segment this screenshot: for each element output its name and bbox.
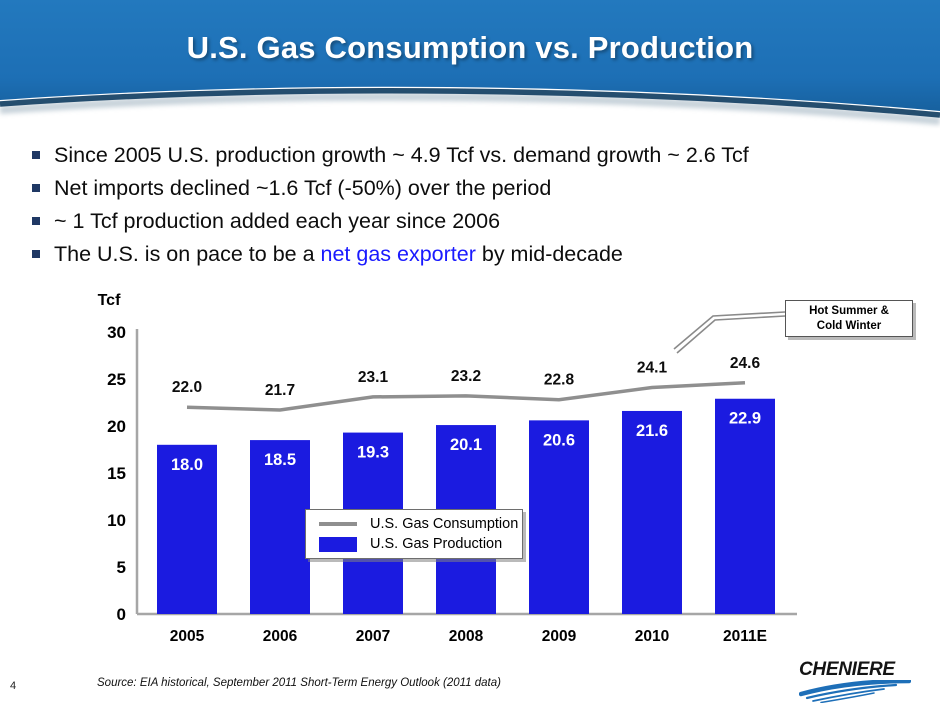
- legend-consumption-label: U.S. Gas Consumption: [370, 516, 519, 532]
- bar-value-label: 20.6: [543, 431, 575, 449]
- production-bar-swatch-icon: [319, 536, 357, 552]
- y-axis-title: Tcf: [98, 292, 121, 309]
- production-bar-2006: [250, 440, 310, 614]
- bullet-item: ~ 1 Tcf production added each year since…: [30, 208, 920, 234]
- cheniere-logo: CHENIERE: [799, 659, 915, 703]
- bullet-square-icon: [32, 151, 40, 159]
- x-axis-label-2008: 2008: [449, 628, 484, 645]
- annotation-line-2: Cold Winter: [816, 319, 882, 332]
- bullet-text: Net imports declined ~1.6 Tcf (-50%) ove…: [54, 176, 552, 200]
- chart-legend: U.S. Gas Consumption U.S. Gas Production: [305, 509, 523, 559]
- x-axis-label-2006: 2006: [263, 628, 298, 645]
- y-tick-label: 5: [117, 558, 126, 577]
- bar-value-label: 21.6: [636, 422, 668, 440]
- bullet-list: Since 2005 U.S. production growth ~ 4.9 …: [30, 142, 920, 274]
- consumption-value-label: 24.1: [637, 359, 668, 376]
- x-axis-label-2007: 2007: [356, 628, 390, 645]
- page-number: 4: [10, 680, 17, 692]
- bullet-item: The U.S. is on pace to be a net gas expo…: [30, 241, 920, 267]
- y-tick-label: 0: [117, 605, 126, 624]
- consumption-line: [186, 381, 746, 412]
- cheniere-swoosh-icon: [799, 680, 911, 703]
- consumption-value-label: 23.1: [358, 369, 389, 386]
- production-bar-2011E: [715, 398, 775, 614]
- cheniere-logo-text: CHENIERE: [799, 659, 895, 680]
- bullet-text: The U.S. is on pace to be a net gas expo…: [54, 242, 623, 266]
- production-bar-2010: [622, 410, 682, 614]
- consumption-line-swatch-icon: [319, 522, 357, 526]
- hot-summer-cold-winter-callout: Hot Summer & Cold Winter: [785, 300, 913, 337]
- x-axis-label-2010: 2010: [635, 628, 669, 645]
- y-tick-label: 20: [107, 417, 126, 436]
- net-gas-exporter-link[interactable]: net gas exporter: [320, 242, 476, 266]
- banner-navy-curve: [0, 88, 940, 118]
- gas-consumption-production-chart: Tcf 0 5 10 15 20 25 30 18.0 18.5 19.3 20.1 20.6 21.6 2…: [98, 292, 797, 645]
- banner-shadow-curve: [0, 92, 940, 125]
- bullet-text: ~ 1 Tcf production added each year since…: [54, 209, 501, 233]
- y-tick-label: 10: [107, 511, 126, 530]
- consumption-value-label: 24.6: [730, 355, 761, 372]
- bar-value-label: 19.3: [357, 444, 389, 462]
- y-tick-label: 30: [107, 323, 126, 342]
- consumption-value-label: 21.7: [265, 382, 295, 399]
- bullet-item: Since 2005 U.S. production growth ~ 4.9 …: [30, 142, 920, 168]
- bullet-item: Net imports declined ~1.6 Tcf (-50%) ove…: [30, 175, 920, 201]
- legend-row-production: U.S. Gas Production: [306, 536, 522, 552]
- callout-line: [676, 315, 786, 354]
- x-axis-label-2005: 2005: [170, 628, 205, 645]
- x-axis-label-2011E: 2011E: [723, 628, 767, 645]
- annotation-line-1: Hot Summer &: [809, 305, 889, 318]
- bar-value-label: 18.5: [264, 451, 296, 469]
- source-note: Source: EIA historical, September 2011 S…: [97, 677, 501, 689]
- y-tick-label: 25: [107, 370, 126, 389]
- banner-blue-area: [0, 0, 940, 111]
- page-title: U.S. Gas Consumption vs. Production: [186, 30, 754, 65]
- consumption-value-label: 22.0: [172, 379, 202, 396]
- bullet-square-icon: [32, 217, 40, 225]
- bar-value-label: 22.9: [729, 410, 761, 428]
- consumption-value-label: 22.8: [544, 372, 575, 389]
- bar-value-label: 20.1: [450, 436, 482, 454]
- production-bar-2009: [529, 420, 589, 614]
- y-tick-label: 15: [107, 464, 126, 483]
- legend-row-consumption: U.S. Gas Consumption: [306, 516, 522, 532]
- bullet-square-icon: [32, 184, 40, 192]
- legend-production-label: U.S. Gas Production: [370, 536, 503, 552]
- bullet-text: Since 2005 U.S. production growth ~ 4.9 …: [54, 143, 749, 167]
- bar-value-label: 18.0: [171, 456, 203, 474]
- consumption-value-label: 23.2: [451, 368, 481, 385]
- x-axis-label-2009: 2009: [542, 628, 577, 645]
- production-bar-2005: [157, 444, 217, 614]
- callout-line: [673, 311, 786, 350]
- header-banner: [0, 0, 940, 125]
- bullet-square-icon: [32, 250, 40, 258]
